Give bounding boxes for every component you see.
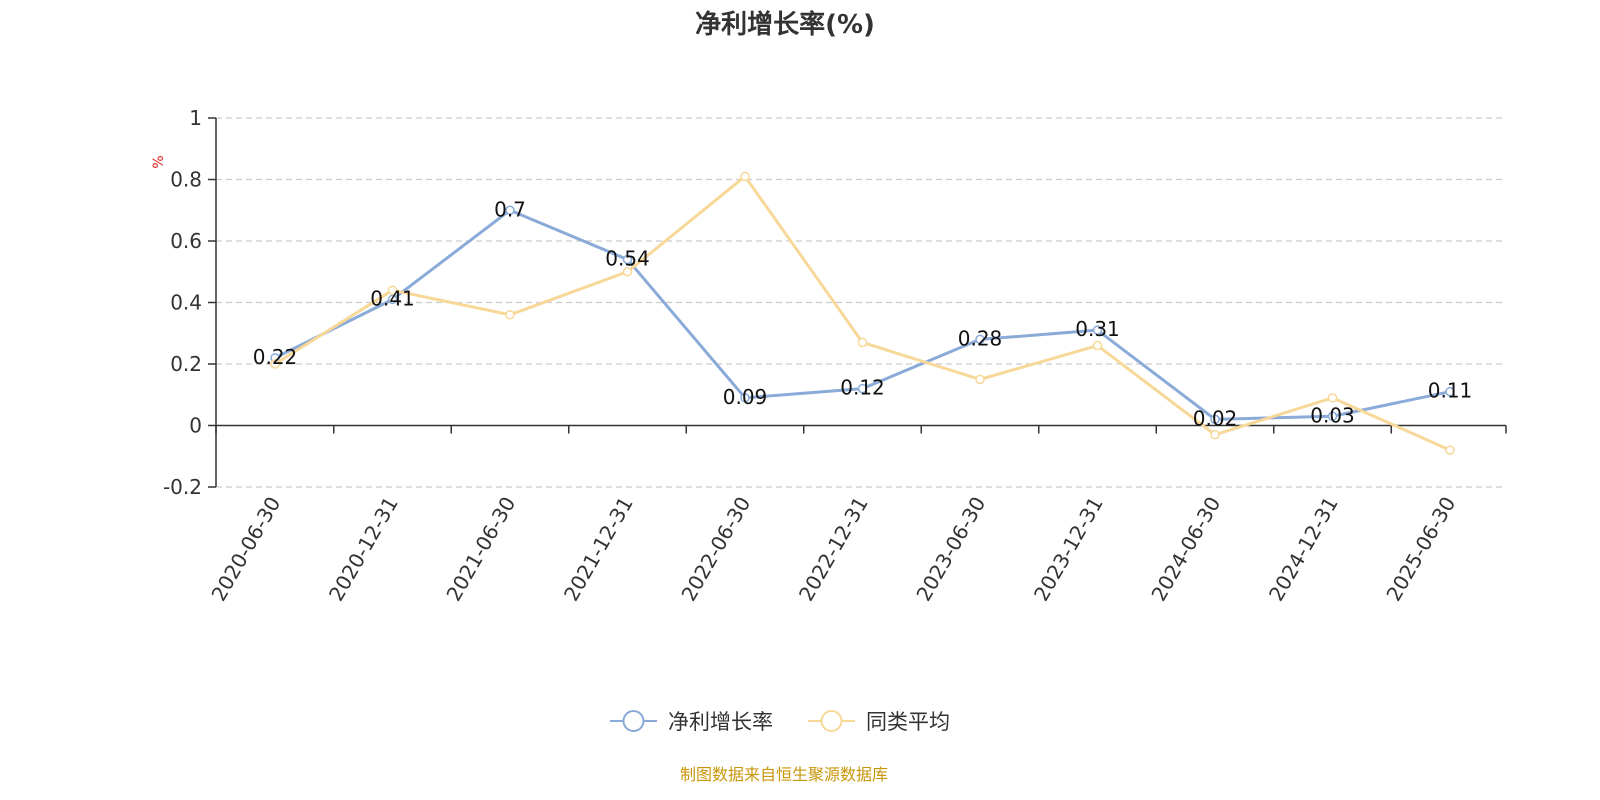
- data-label: 0.7: [494, 197, 526, 221]
- point-peer-average[interactable]: [622, 267, 633, 277]
- y-tick-label: -0.2: [163, 475, 202, 499]
- data-label: 0.09: [723, 385, 768, 409]
- x-tick-label: 2024-12-31: [1264, 493, 1343, 606]
- x-tick-label: 2023-06-30: [911, 493, 990, 606]
- x-tick-label: 2020-12-31: [324, 493, 403, 606]
- point-peer-average[interactable]: [1445, 445, 1455, 455]
- point-net-profit-growth[interactable]: [740, 393, 750, 403]
- x-tick-label: 2024-06-30: [1146, 493, 1225, 606]
- point-peer-average[interactable]: [1210, 429, 1220, 440]
- data-source-note: 制图数据来自恒生聚源数据库: [680, 765, 888, 784]
- point-net-profit-growth[interactable]: [387, 294, 398, 305]
- x-tick-labels: 2020-06-30 2020-12-31 2021-06-30 2021-12-31…: [206, 493, 1460, 606]
- data-labels: 0.22 0.41 0.7 0.54 0.09 0.12 0.28 0.31 0.02 0.03 0…: [253, 197, 1473, 430]
- legend-item-net-profit-growth[interactable]: 净利增长率: [610, 710, 773, 734]
- data-label: 0.02: [1193, 406, 1238, 430]
- point-net-profit-growth[interactable]: [1210, 414, 1220, 425]
- legend-item-peer-average[interactable]: 同类平均: [808, 710, 950, 734]
- point-net-profit-growth[interactable]: [1327, 411, 1338, 422]
- legend: 净利增长率 同类平均: [610, 710, 950, 734]
- point-net-profit-growth[interactable]: [975, 334, 985, 345]
- point-peer-average[interactable]: [1327, 393, 1338, 403]
- point-peer-average[interactable]: [505, 310, 515, 320]
- legend-marker-net-profit-growth: [622, 710, 645, 732]
- data-label: 0.41: [370, 286, 415, 310]
- x-tick-label: 2021-12-31: [559, 493, 638, 606]
- series-points: [270, 171, 1455, 455]
- y-tick-label: 0.6: [170, 229, 202, 253]
- data-label: 0.03: [1310, 403, 1355, 427]
- data-label: 0.12: [840, 376, 885, 400]
- point-peer-average[interactable]: [270, 359, 280, 369]
- x-tick-label: 2022-06-30: [676, 493, 755, 606]
- data-label: 0.54: [605, 246, 650, 270]
- grid-lines: [216, 117, 1506, 488]
- point-net-profit-growth[interactable]: [857, 383, 868, 394]
- point-peer-average[interactable]: [740, 171, 750, 182]
- point-peer-average[interactable]: [857, 337, 868, 348]
- y-tick-label: 0.4: [170, 291, 202, 315]
- y-tick-label: 1: [189, 106, 202, 130]
- x-tick-label: 2022-12-31: [794, 493, 873, 606]
- point-peer-average[interactable]: [975, 374, 985, 385]
- x-tick-label: 2021-06-30: [441, 493, 520, 606]
- data-label: 0.11: [1428, 379, 1473, 403]
- legend-label-net-profit-growth: 净利增长率: [668, 710, 773, 734]
- data-label: 0.22: [253, 345, 298, 369]
- legend-label-peer-average: 同类平均: [866, 710, 950, 734]
- y-tick-labels: -0.2 0 0.2 0.4 0.6 0.8 1: [163, 106, 202, 499]
- x-tick-label: 2023-12-31: [1029, 493, 1108, 606]
- point-net-profit-growth[interactable]: [1445, 386, 1455, 397]
- y-tick-label: 0: [189, 414, 202, 438]
- chart-title: 净利增长率(%): [695, 9, 875, 40]
- x-tick-label: 2025-06-30: [1381, 493, 1460, 606]
- y-tick-label: 0.8: [170, 168, 202, 192]
- point-net-profit-growth[interactable]: [622, 254, 633, 265]
- data-label: 0.28: [958, 326, 1003, 350]
- legend-marker-peer-average: [820, 710, 843, 732]
- point-peer-average[interactable]: [1092, 340, 1103, 351]
- series-line-peer-average: [274, 174, 1451, 452]
- point-net-profit-growth[interactable]: [505, 205, 515, 215]
- x-tick-label: 2020-06-30: [206, 493, 285, 606]
- axes: [208, 117, 1507, 488]
- data-label: 0.31: [1075, 317, 1120, 341]
- point-peer-average[interactable]: [387, 285, 398, 295]
- y-tick-label: 0.2: [170, 352, 202, 376]
- y-axis-unit-label: %: [151, 155, 167, 168]
- point-net-profit-growth[interactable]: [1092, 325, 1103, 335]
- series-lines: [274, 174, 1451, 452]
